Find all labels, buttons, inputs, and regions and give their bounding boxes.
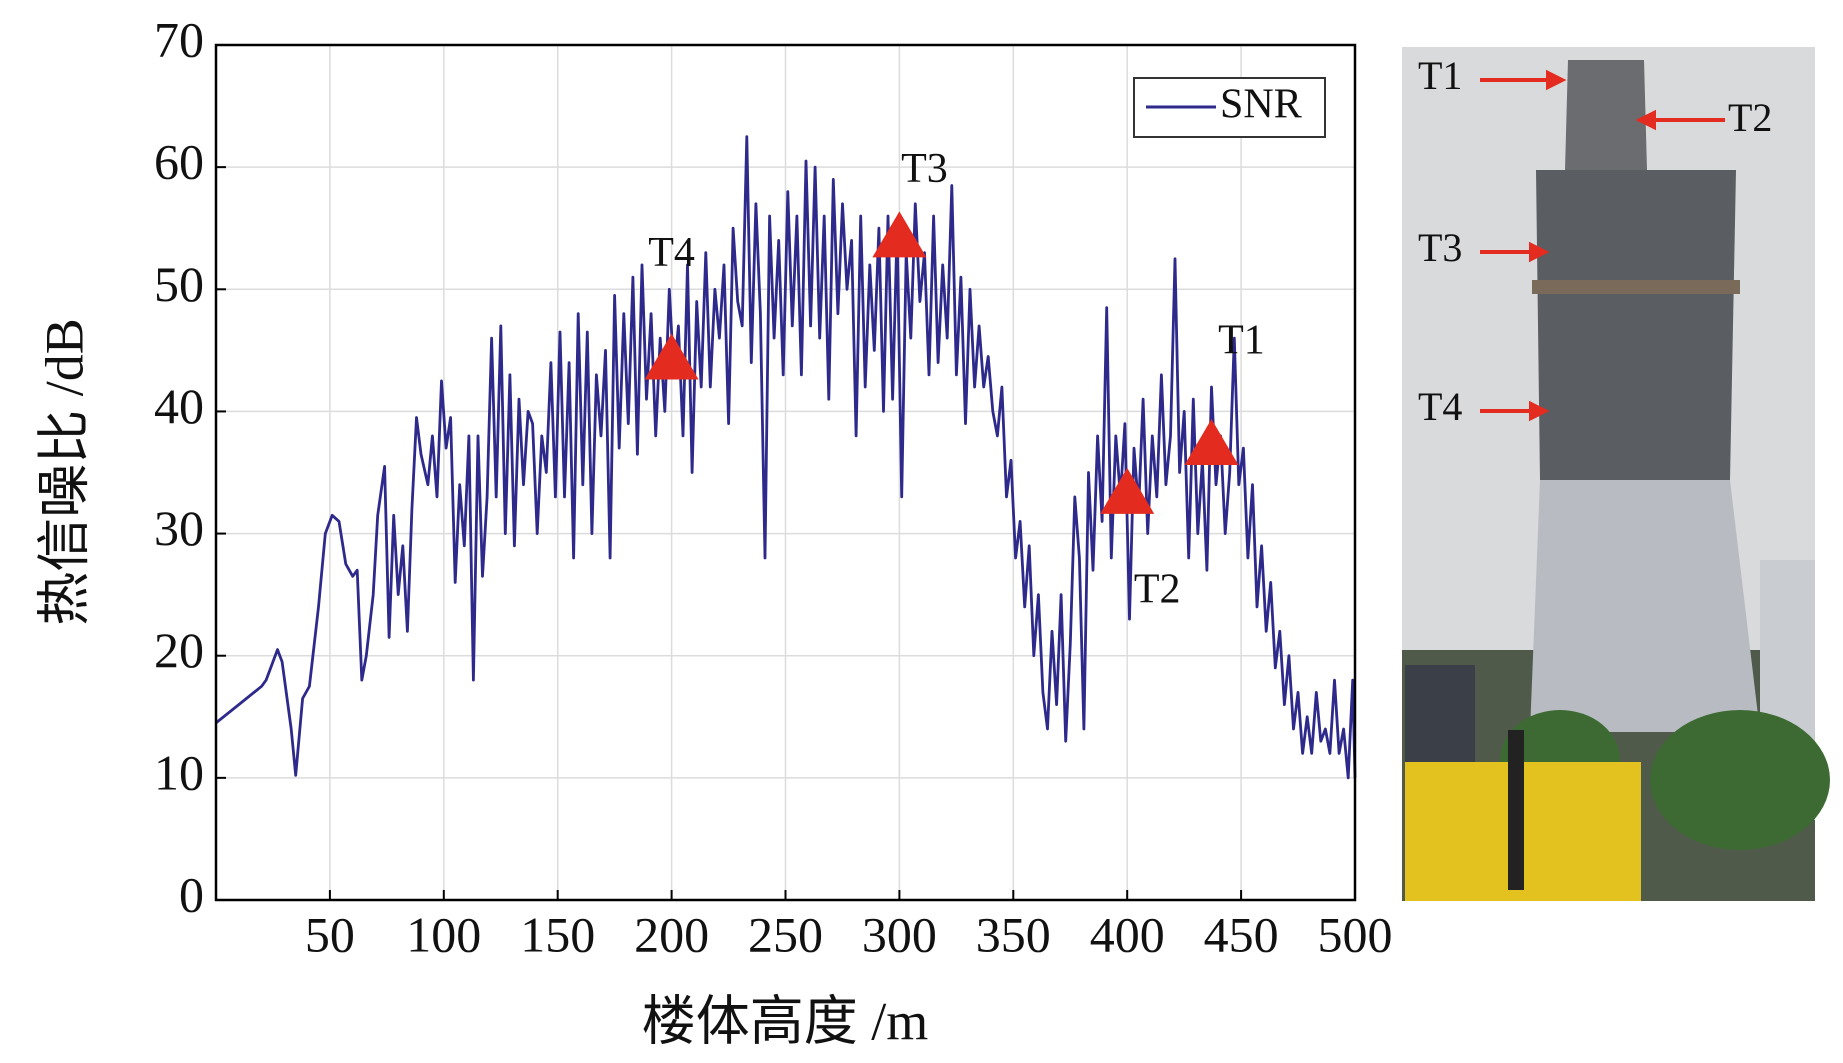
x-tick-label: 250: [748, 906, 823, 962]
photo-arrows: [1480, 69, 1725, 422]
x-tick-label: 50: [305, 906, 355, 962]
x-tick-label: 300: [862, 906, 937, 962]
radar-antenna: [1508, 730, 1524, 890]
y-tick-label: 50: [154, 256, 204, 312]
y-tick-label: 60: [154, 134, 204, 190]
marker-label: T3: [901, 146, 948, 192]
photo-label: T3: [1418, 225, 1462, 270]
marker: [872, 211, 927, 258]
tower-body: [1536, 170, 1736, 480]
y-tick-label: 70: [154, 11, 204, 67]
y-tick-label: 30: [154, 500, 204, 556]
marker: [1184, 418, 1239, 465]
x-tick-label: 100: [406, 906, 481, 962]
photo-label: T1: [1418, 53, 1462, 98]
y-tick-label: 20: [154, 622, 204, 678]
tree: [1650, 710, 1830, 850]
y-axis-label: 热信噪比 /dB: [34, 318, 94, 626]
marker-label: T1: [1218, 318, 1265, 364]
y-tick-label: 10: [154, 744, 204, 800]
legend: SNR: [1133, 77, 1326, 138]
plot-frame: [214, 43, 1357, 902]
x-tick-label: 350: [976, 906, 1051, 962]
marker: [1100, 467, 1155, 514]
x-tick-label: 500: [1318, 906, 1393, 962]
x-tick-label: 150: [520, 906, 595, 962]
legend-label: SNR: [1220, 82, 1302, 128]
snr-line: [215, 135, 1357, 780]
marker: [644, 333, 699, 380]
x-tick-label: 200: [634, 906, 709, 962]
x-tick-label: 400: [1090, 906, 1165, 962]
tower-base: [1530, 480, 1760, 732]
tower-spire: [1565, 60, 1647, 170]
y-tick-label: 0: [179, 866, 204, 922]
tower-band: [1532, 280, 1740, 294]
photo-label: T4: [1418, 384, 1462, 429]
photo: T1 T2 T3 T4: [1402, 47, 1830, 901]
marker-label: T2: [1134, 566, 1181, 612]
y-tick-label: 40: [154, 378, 204, 434]
x-axis-label: 楼体高度 /m: [642, 991, 929, 1051]
photo-label: T2: [1728, 95, 1772, 140]
x-tick-label: 450: [1204, 906, 1279, 962]
marker-label: T4: [648, 230, 695, 276]
